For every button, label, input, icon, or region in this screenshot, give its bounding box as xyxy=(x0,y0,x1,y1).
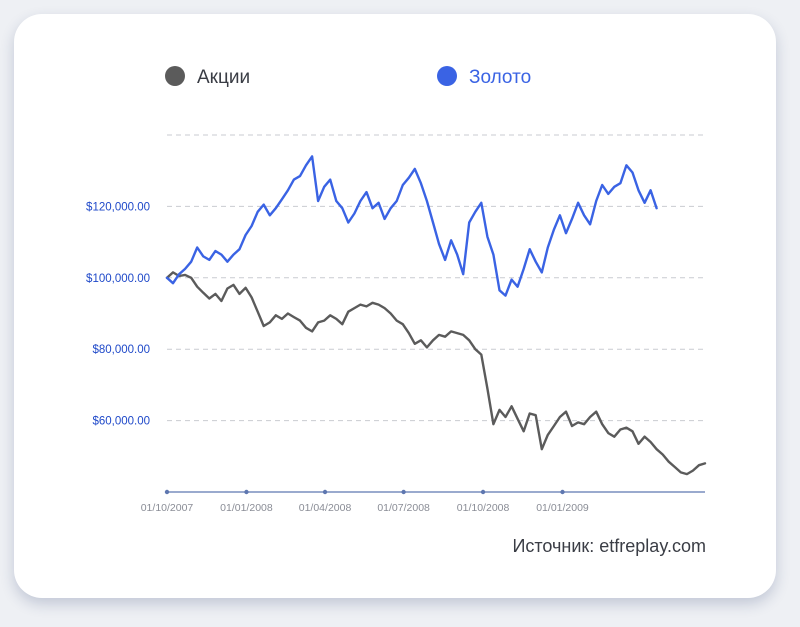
series-lines xyxy=(165,155,707,476)
x-axis xyxy=(164,489,705,495)
chart-card xyxy=(14,14,776,598)
x-tick-mark xyxy=(164,489,170,495)
legend-label-gold: Золото xyxy=(469,67,531,88)
y-tick-label: $100,000.00 xyxy=(86,273,150,285)
y-tick-label: $80,000.00 xyxy=(92,344,150,356)
y-tick-label: $60,000.00 xyxy=(92,416,150,428)
x-tick-labels: 01/10/2007 01/01/2008 01/04/2008 01/07/2008… xyxy=(141,502,589,514)
y-tick-label: $120,000.00 xyxy=(86,201,150,213)
x-tick-mark xyxy=(401,489,406,495)
source-caption: Источник: etfreplay.com xyxy=(512,536,706,556)
legend-marker-gold xyxy=(437,66,457,86)
x-tick-label: 01/10/2008 xyxy=(457,502,510,514)
x-tick-mark xyxy=(322,489,328,495)
x-tick-mark xyxy=(244,489,249,495)
legend-label-stocks: Акции xyxy=(197,67,250,88)
y-tick-labels: $60,000.00 $80,000.00 $100,000.00 $120,000.… xyxy=(86,201,150,427)
x-tick-mark xyxy=(560,489,565,495)
series-line-stocks xyxy=(165,271,707,476)
x-tick-label: 01/01/2008 xyxy=(220,502,273,514)
x-tick-mark xyxy=(480,489,486,495)
x-tick-label: 01/07/2008 xyxy=(377,502,430,514)
gridlines xyxy=(167,134,705,422)
x-tick-label: 01/04/2008 xyxy=(299,502,352,514)
series-line-gold xyxy=(165,155,658,297)
legend-marker-stocks xyxy=(165,66,185,86)
x-tick-label: 01/01/2009 xyxy=(536,502,589,514)
x-tick-label: 01/10/2007 xyxy=(141,502,194,514)
